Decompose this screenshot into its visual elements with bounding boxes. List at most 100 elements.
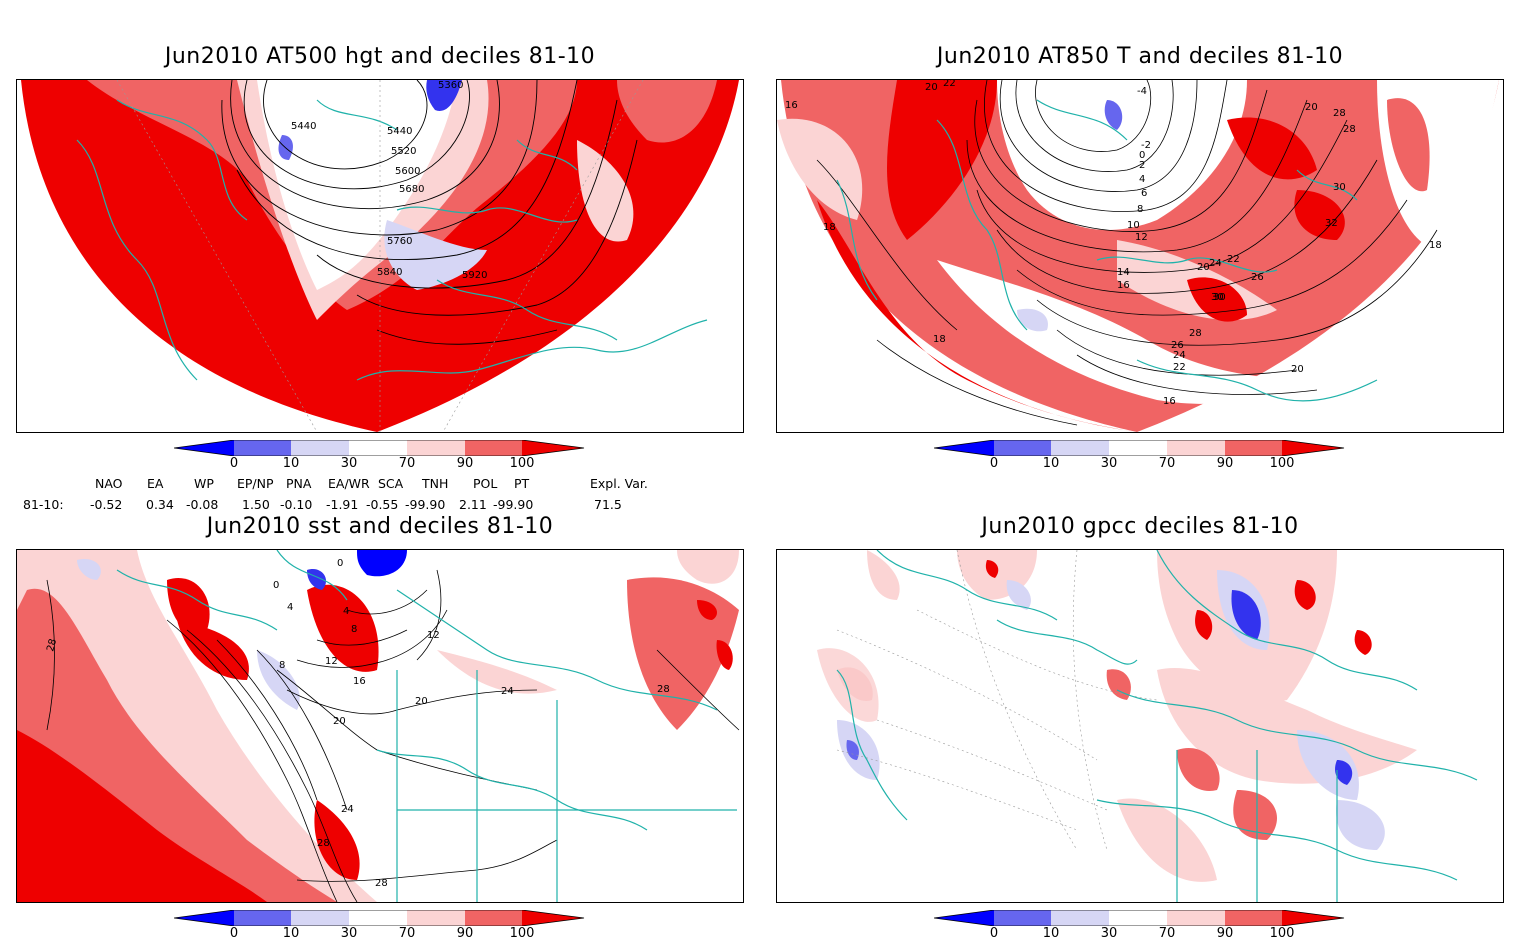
cbar-tick: 100 xyxy=(509,926,535,941)
contour-label: 22 xyxy=(943,80,956,89)
colorbar-sst: 0 10 30 70 90 100 xyxy=(173,909,594,950)
panel-title-sst: Jun2010 sst and deciles 81-10 xyxy=(206,514,554,539)
cbar-seg-4 xyxy=(1167,910,1225,926)
cbar-seg-1 xyxy=(994,910,1051,926)
decile-patch-lightpink xyxy=(777,118,863,220)
cbar-seg-2 xyxy=(291,440,349,456)
index-header-ea: EA xyxy=(147,476,164,491)
index-value-explvar: 71.5 xyxy=(594,497,622,512)
index-header-eawr: EA/WR xyxy=(328,476,370,491)
contour-labels-sst: 28 0 4 8 12 16 20 24 28 28 20 24 28 12 8… xyxy=(45,558,669,889)
cbar-tick: 0 xyxy=(229,456,239,471)
contour-label: 5440 xyxy=(387,126,412,137)
cbar-tick: 0 xyxy=(989,926,999,941)
contour-labels-t850: 20 22 16 -4 -2 0 2 4 6 8 10 12 14 16 18 … xyxy=(785,80,1442,407)
contour-label: 32 xyxy=(1325,218,1338,229)
decile-patch-lightblue xyxy=(384,220,487,290)
cbar-seg-2 xyxy=(1051,440,1109,456)
contour-label: 0 xyxy=(273,580,279,591)
contour-label: 16 xyxy=(1117,280,1130,291)
contour-label: 28 xyxy=(1189,328,1202,339)
contour-label: 18 xyxy=(1429,240,1442,251)
cbar-seg-1 xyxy=(994,440,1051,456)
cbar-seg-1 xyxy=(234,910,291,926)
contour-label: 30 xyxy=(1211,292,1224,303)
cbar-tick: 100 xyxy=(1269,926,1295,941)
cbar-tick: 70 xyxy=(398,456,416,471)
colorbar-svg xyxy=(933,909,1345,927)
precip-patch-red xyxy=(985,560,999,578)
cbar-tick: 70 xyxy=(1158,456,1176,471)
contour-label: 20 xyxy=(1197,262,1210,273)
cbar-tick: 100 xyxy=(509,456,535,471)
colorbar-svg xyxy=(933,439,1345,457)
contour-label: 18 xyxy=(933,334,946,345)
cbar-tick: 90 xyxy=(456,926,474,941)
index-value-pt: -99.90 xyxy=(493,497,534,512)
cbar-tick: 30 xyxy=(340,926,358,941)
temperature-contours xyxy=(816,80,1438,426)
precip-patch-pink-3 xyxy=(1233,790,1277,840)
contour-label: 10 xyxy=(1127,220,1140,231)
precip-patch-red-3 xyxy=(1294,580,1316,610)
graticule xyxy=(116,80,644,432)
coastlines xyxy=(116,550,737,902)
contour-label: 14 xyxy=(1117,267,1130,278)
map-gpcc-svg xyxy=(817,550,1478,902)
coastlines xyxy=(76,99,708,381)
precip-patch-lightpink xyxy=(817,648,879,722)
contour-label: -2 xyxy=(1141,140,1151,151)
panel-title-t850: Jun2010 AT850 T and deciles 81-10 xyxy=(936,44,1344,69)
index-value-wp: -0.08 xyxy=(186,497,219,512)
index-header-tnh: TNH xyxy=(422,476,449,491)
contour-label: 5440 xyxy=(291,121,316,132)
contour-label: 28 xyxy=(657,684,670,695)
cbar-seg-6 xyxy=(1282,440,1344,456)
index-value-tnh: -99.90 xyxy=(405,497,446,512)
panel-title-gpcc: Jun2010 gpcc deciles 81-10 xyxy=(981,514,1299,539)
contour-label: 5920 xyxy=(462,270,487,281)
indices-header-row: NAO EA WP EP/NP PNA EA/WR SCA TNH POL PT… xyxy=(0,476,700,492)
precip-patch-lightblue-5 xyxy=(1336,800,1385,850)
decile-patch-red-right xyxy=(697,600,717,620)
contour-label: 8 xyxy=(279,660,285,671)
precip-patch-lightpink-6 xyxy=(1117,798,1217,882)
contour-label: 4 xyxy=(1139,174,1145,185)
decile-patch-red-2 xyxy=(887,80,997,240)
cbar-seg-5 xyxy=(1225,440,1282,456)
index-value-nao: -0.52 xyxy=(90,497,123,512)
contour-label: 2 xyxy=(1139,160,1145,171)
precip-patch-red-4 xyxy=(1354,630,1372,655)
contour-label: 16 xyxy=(785,100,798,111)
decile-patch-lightpink-mid xyxy=(437,650,557,694)
cbar-tick: 90 xyxy=(1216,926,1234,941)
colorbar-hgt500: 0 10 30 70 90 100 xyxy=(173,439,594,480)
contour-label: 12 xyxy=(1135,232,1148,243)
cbar-seg-0 xyxy=(174,440,234,456)
contour-label: 20 xyxy=(1305,102,1318,113)
decile-patch-red xyxy=(17,730,267,902)
cbar-seg-0 xyxy=(174,910,234,926)
contour-label: 0 xyxy=(1139,150,1145,161)
cbar-tick: 30 xyxy=(1100,456,1118,471)
index-header-sca: SCA xyxy=(378,476,404,491)
precip-patch-blue-3 xyxy=(1335,760,1353,785)
cbar-seg-2 xyxy=(1051,910,1109,926)
contour-label: 30 xyxy=(1213,292,1226,303)
indices-value-row: 81-10: -0.52 0.34 -0.08 1.50 -0.10 -1.91… xyxy=(0,497,700,513)
decile-patch-white xyxy=(257,80,457,290)
decile-patch-pink-right xyxy=(617,80,717,143)
contour-label: 24 xyxy=(1209,258,1222,269)
index-header-epnp: EP/NP xyxy=(237,476,274,491)
height-contours xyxy=(221,80,638,345)
cbar-seg-0 xyxy=(934,910,994,926)
index-value-ea: 0.34 xyxy=(146,497,174,512)
precip-deciles xyxy=(817,550,1417,882)
contour-label: 16 xyxy=(353,676,366,687)
decile-patch-lightpink-right xyxy=(677,550,739,584)
map-hgt500: 5360 5440 5440 5520 5600 5680 5760 5840 … xyxy=(16,79,744,433)
cbar-seg-4 xyxy=(407,440,465,456)
contour-label: 4 xyxy=(287,602,293,613)
index-header-pt: PT xyxy=(514,476,530,491)
panel-title-hgt500: Jun2010 AT500 hgt and deciles 81-10 xyxy=(164,44,596,69)
